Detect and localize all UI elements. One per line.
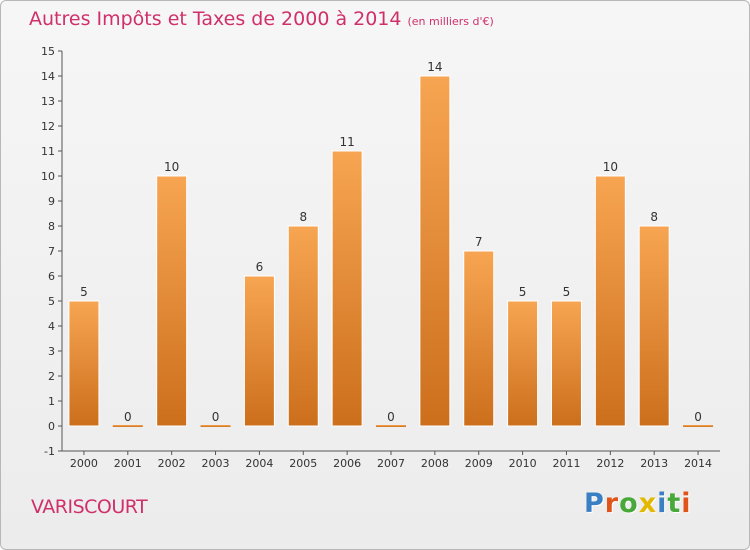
- logo-letter: i: [657, 488, 668, 519]
- data-label-2004: 6: [256, 260, 264, 274]
- y-tick-label: 6: [48, 270, 55, 283]
- proxiti-logo[interactable]: Proxiti: [584, 488, 692, 519]
- x-tick-label-2005: 2005: [289, 457, 317, 470]
- y-tick-label: 2: [48, 370, 55, 383]
- bar-2011[interactable]: [550, 300, 582, 427]
- data-label-2013: 8: [650, 210, 658, 224]
- y-tick-label: 4: [48, 320, 55, 333]
- bar-2002[interactable]: [156, 175, 188, 427]
- logo-letter: t: [667, 488, 682, 519]
- x-tick-label-2004: 2004: [245, 457, 273, 470]
- x-tick-label-2014: 2014: [684, 457, 712, 470]
- y-tick-label: 0: [48, 420, 55, 433]
- x-tick-label-2006: 2006: [333, 457, 361, 470]
- bar-2010[interactable]: [507, 300, 539, 427]
- data-label-2005: 8: [299, 210, 307, 224]
- bar-2004[interactable]: [243, 275, 275, 427]
- bar-2005[interactable]: [287, 225, 319, 427]
- bar-2013[interactable]: [638, 225, 670, 427]
- data-label-2011: 5: [563, 285, 571, 299]
- bar-2003[interactable]: [200, 425, 231, 427]
- y-tick-label: 1: [48, 395, 55, 408]
- x-tick-label-2000: 2000: [70, 457, 98, 470]
- logo-letter: i: [681, 488, 692, 519]
- y-tick-label: 7: [48, 245, 55, 258]
- bar-2014[interactable]: [683, 425, 714, 427]
- logo-letter: r: [604, 488, 620, 519]
- bar-2008[interactable]: [419, 75, 451, 427]
- x-axis: 2000 2001 2002 2003 2004 2005 2006 2007 2008 2009…: [62, 450, 720, 470]
- commune-name: VARISCOURT: [31, 496, 148, 518]
- data-label-2002: 10: [164, 160, 179, 174]
- data-label-2006: 11: [339, 135, 354, 149]
- y-tick-label: 12: [41, 120, 55, 133]
- data-label-2007: 0: [387, 410, 395, 424]
- y-tick-label: 3: [48, 345, 55, 358]
- data-label-2012: 10: [603, 160, 618, 174]
- x-tick-label-2011: 2011: [552, 457, 580, 470]
- data-label-2000: 5: [80, 285, 88, 299]
- data-label-2001: 0: [124, 410, 132, 424]
- data-label-2003: 0: [212, 410, 220, 424]
- bar-2001[interactable]: [112, 425, 143, 427]
- y-tick-label: 11: [41, 145, 55, 158]
- x-tick-label-2007: 2007: [377, 457, 405, 470]
- data-label-2008: 14: [427, 60, 442, 74]
- x-tick-label-2010: 2010: [509, 457, 537, 470]
- x-tick-label-2013: 2013: [640, 457, 668, 470]
- data-label-2014: 0: [694, 410, 702, 424]
- chart-title: Autres Impôts et Taxes de 2000 à 2014 (en…: [29, 8, 494, 30]
- bars: 5 0 10 0 6 8 11 0 14 7 5 5 10 8 0: [68, 60, 714, 427]
- data-label-2009: 7: [475, 235, 483, 249]
- logo-letter: o: [619, 488, 639, 519]
- bar-2007[interactable]: [376, 425, 406, 427]
- logo-letter: x: [638, 488, 658, 519]
- y-tick-label: 13: [41, 95, 55, 108]
- x-tick-label-2002: 2002: [158, 457, 186, 470]
- y-tick-label: 10: [41, 170, 55, 183]
- logo-letter: P: [584, 488, 605, 519]
- y-tick-label: 15: [41, 45, 55, 58]
- x-tick-label-2008: 2008: [421, 457, 449, 470]
- y-tick-label: 5: [48, 295, 55, 308]
- y-tick-label: 14: [41, 70, 55, 83]
- x-tick-label-2009: 2009: [465, 457, 493, 470]
- y-tick-label: 8: [48, 220, 55, 233]
- bar-2006[interactable]: [331, 150, 363, 427]
- chart-title-text: Autres Impôts et Taxes de 2000 à 2014: [29, 8, 402, 30]
- chart-subtitle: (en milliers d'€): [407, 15, 494, 28]
- y-tick-label: -1: [44, 445, 55, 458]
- x-tick-label-2012: 2012: [596, 457, 624, 470]
- data-label-2010: 5: [519, 285, 527, 299]
- x-tick-label-2001: 2001: [114, 457, 142, 470]
- bar-2000[interactable]: [68, 300, 100, 427]
- bar-2012[interactable]: [594, 175, 626, 427]
- x-tick-label-2003: 2003: [202, 457, 230, 470]
- y-tick-label: 9: [48, 195, 55, 208]
- bar-2009[interactable]: [463, 250, 495, 427]
